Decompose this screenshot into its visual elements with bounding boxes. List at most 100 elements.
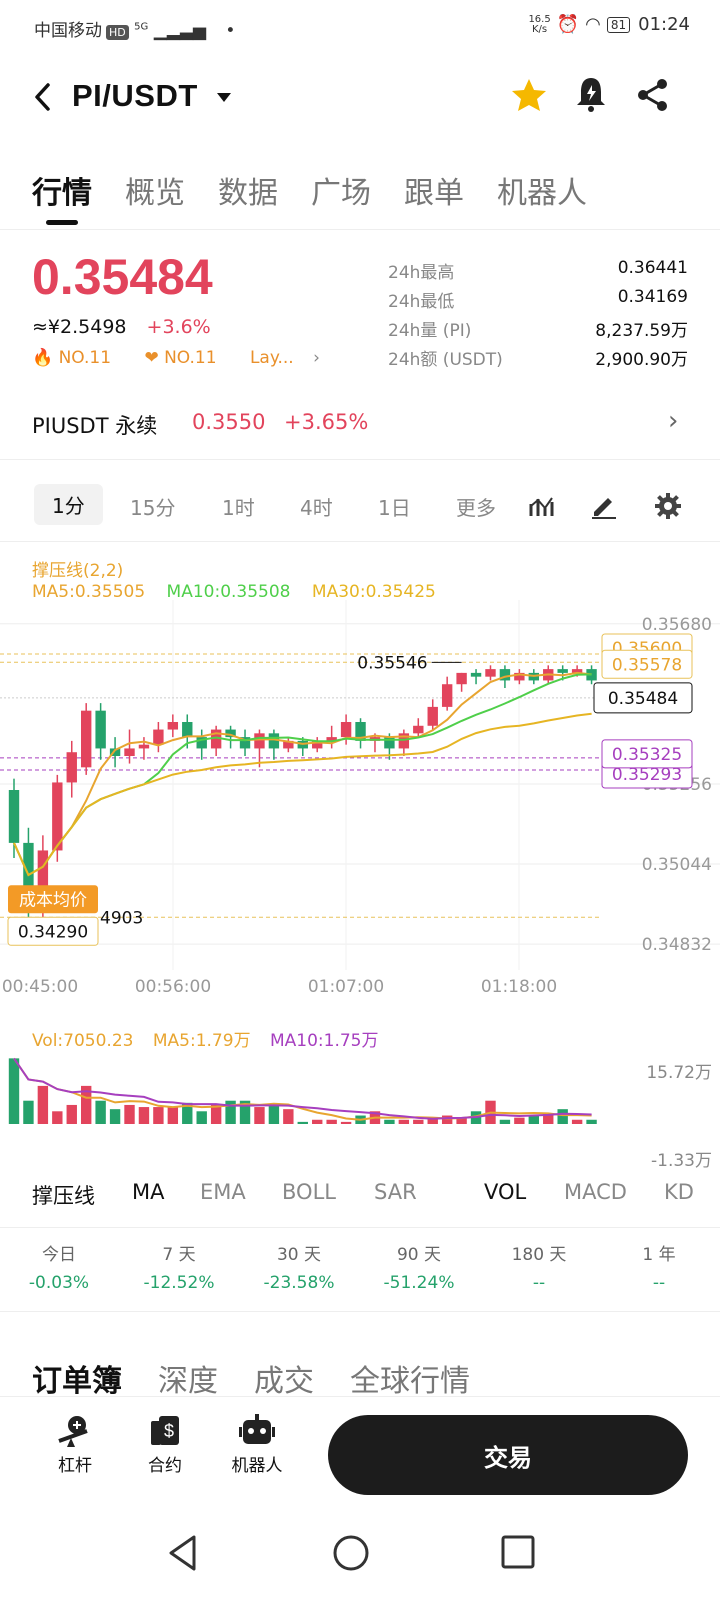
signal-icon: ▁▂▃▅ [153,21,206,41]
tab-data[interactable]: 数据 [218,176,278,211]
carrier-label: 中国移动 [34,21,102,41]
tab-copy-trading[interactable]: 跟单 [404,176,464,211]
star-icon[interactable] [510,77,548,113]
x-tick-label: 00:56:00 [135,977,211,997]
candle [109,748,121,756]
fav-rank: NO.11 [164,348,217,368]
vol-ma5: MA5:1.79万 [152,1031,251,1051]
cost-value: 0.34290 [18,922,88,942]
tab-overview[interactable]: 概览 [125,176,185,211]
cost-value-box [7,916,99,946]
candle [340,722,352,738]
volume-bar [586,1119,597,1124]
rank-line[interactable]: 🔥 NO.11 ❤ NO.11 Lay... › [32,348,320,368]
stat-high: 24h最高 0.36441 [388,258,688,283]
ind-vol[interactable]: VOL [484,1180,527,1204]
candle [427,706,438,726]
candle [95,710,106,749]
tab-square[interactable]: 广场 [311,176,371,211]
tab-trades[interactable]: 成交 [254,1364,314,1399]
tab-market[interactable]: 行情 [32,176,92,211]
volume-bar [398,1119,410,1124]
perp-name: PIUSDT 永续 [32,414,158,438]
nav-bot[interactable]: 机器人 [222,1411,292,1476]
tf-1h[interactable]: 1时 [222,496,255,520]
candle [239,737,251,749]
tab-global[interactable]: 全球行情 [350,1364,470,1399]
support-badge-b: 0.35293 [612,765,682,785]
alert-bell-icon[interactable] [574,75,608,113]
caret-down-icon[interactable] [216,92,232,104]
volume-bar [499,1119,511,1124]
volume-bar [167,1107,179,1124]
nav-home-icon[interactable] [332,1534,370,1572]
ind-ema[interactable]: EMA [200,1180,246,1204]
ind-ma[interactable]: MA [132,1180,165,1204]
volume-bar [196,1111,207,1124]
nav-contract-label: 合约 [148,1456,182,1476]
vol-ma10: MA10:1.75万 [269,1031,379,1051]
low-marker-label: 4903 [100,908,143,928]
volume-chart[interactable] [0,1050,620,1160]
tab-depth[interactable]: 深度 [158,1364,218,1399]
back-arrow-icon[interactable] [32,82,52,112]
battery-icon: 81 [606,16,631,33]
ind-sr[interactable]: 撑压线 [32,1184,95,1208]
status-bar: 中国移动 HD 5G ▁▂▃▅ • 16.5 K/s ⏰ ◠ 81 01:24 [0,0,720,52]
candle [138,744,150,749]
share-icon[interactable] [636,78,670,112]
timeframe-bar: 1分 15分 1时 4时 1日 更多 [0,470,720,542]
draw-pencil-icon[interactable] [590,492,618,520]
volume-bar [427,1117,438,1124]
stat-low: 24h最低 0.34169 [388,287,688,312]
nav-bot-label: 机器人 [231,1456,283,1476]
tab-bot[interactable]: 机器人 [497,176,587,211]
ma5-line [13,671,592,877]
pair-title[interactable]: PI/USDT [72,78,198,113]
tf-1d[interactable]: 1日 [378,496,411,520]
ma5-legend: MA5:0.35505 [32,582,146,602]
volume-bar [441,1115,453,1124]
current-price-badge: 0.35484 [608,689,678,709]
tf-more[interactable]: 更多 [456,496,496,520]
stat-volume: 24h量 (PI) 8,237.59万 [388,321,688,341]
ind-macd[interactable]: MACD [564,1180,627,1204]
volume-bar [182,1102,193,1124]
nav-leverage[interactable]: 杠杆 [40,1411,110,1476]
volume-bar [225,1100,236,1124]
nav-contract[interactable]: $ 合约 [130,1411,200,1476]
ind-sar[interactable]: SAR [374,1180,417,1204]
volume-bar [138,1107,150,1124]
indicator-chart-icon[interactable] [528,494,556,520]
tf-1m[interactable]: 1分 [34,484,103,525]
candle [470,672,482,677]
tf-4h[interactable]: 4时 [300,496,333,520]
contract-icon: $ [151,1416,179,1445]
volume-bar [413,1119,424,1124]
network-label: 5G [134,21,149,33]
ind-boll[interactable]: BOLL [282,1180,336,1204]
tf-15m[interactable]: 15分 [130,496,176,520]
vol-value: Vol:7050.23 [32,1031,134,1051]
candle [37,850,49,908]
ind-kd[interactable]: KD [664,1180,694,1204]
candle [499,669,511,681]
perp-price: 0.3550 [192,410,266,434]
nav-recent-icon[interactable] [500,1534,536,1570]
settings-gear-icon[interactable] [654,492,682,520]
y-tick-label: 0.35044 [642,855,712,875]
candle [196,737,207,749]
candlestick-chart[interactable]: 0.356800.352560.350440.3483200:45:0000:5… [0,600,720,1020]
main-tabs: 行情 概览 数据 广场 跟单 机器人 [0,160,720,230]
volume-bar [456,1117,467,1124]
perf-30d: 30 天 -23.58% [263,1245,335,1293]
volume-bar [514,1117,525,1124]
candle [326,737,337,741]
tab-orderbook[interactable]: 订单簿 [32,1364,122,1399]
candle [398,733,410,749]
chevron-right-icon: › [313,348,320,368]
trade-button[interactable]: 交易 [328,1415,688,1495]
perpetual-row[interactable]: PIUSDT 永续 0.3550 +3.65% › [0,400,720,460]
volume-bar [80,1085,92,1124]
nav-back-icon[interactable] [166,1534,200,1572]
